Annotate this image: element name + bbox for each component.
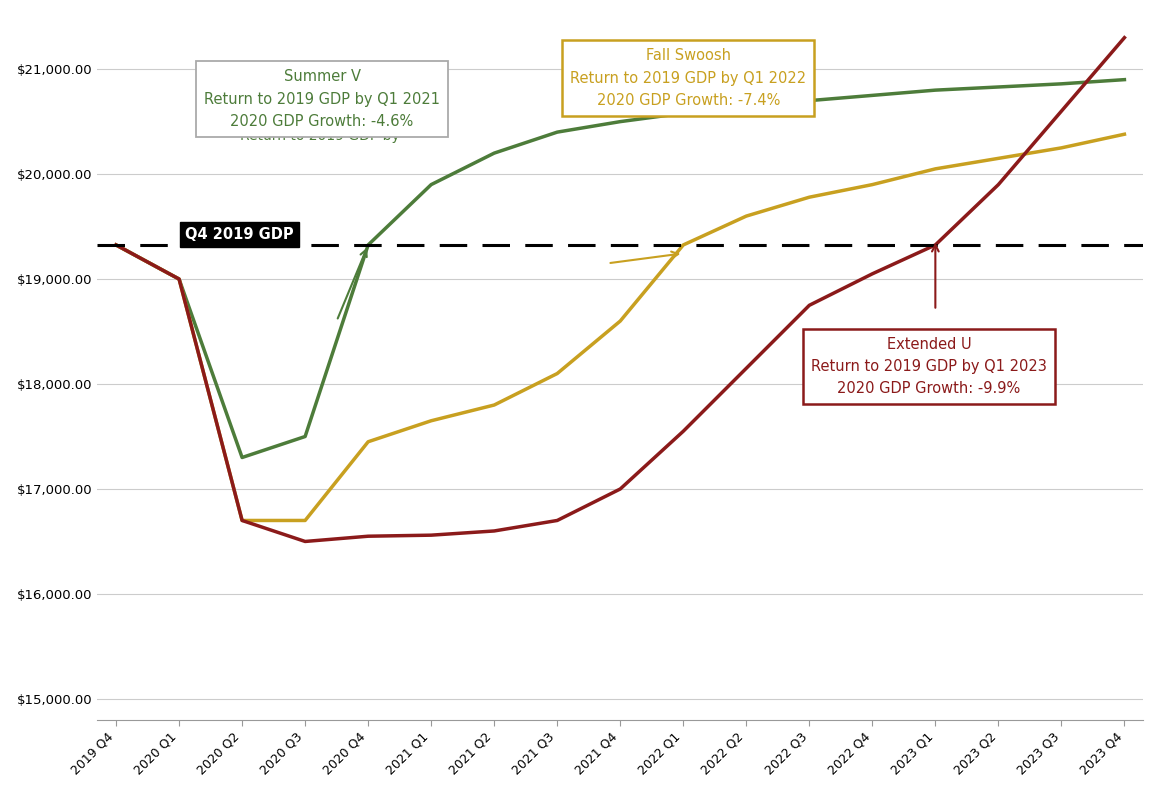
Text: Fall Swoosh
Return to 2019 GDP by Q1 2022
2020 GDP Growth: -7.4%: Fall Swoosh Return to 2019 GDP by Q1 202… <box>571 48 806 108</box>
Text: Q4 2019 GDP: Q4 2019 GDP <box>186 227 293 242</box>
Text: Extended U
Return to 2019 GDP by Q1 2023
2020 GDP Growth: -9.9%: Extended U Return to 2019 GDP by Q1 2023… <box>811 337 1046 396</box>
Text: Return to 2019 GDP by: Return to 2019 GDP by <box>240 129 404 143</box>
Text: Summer V
Return to 2019 GDP by Q1 2021
2020 GDP Growth: -4.6%: Summer V Return to 2019 GDP by Q1 2021 2… <box>204 69 440 129</box>
Text: Summer V: Summer V <box>278 76 367 91</box>
